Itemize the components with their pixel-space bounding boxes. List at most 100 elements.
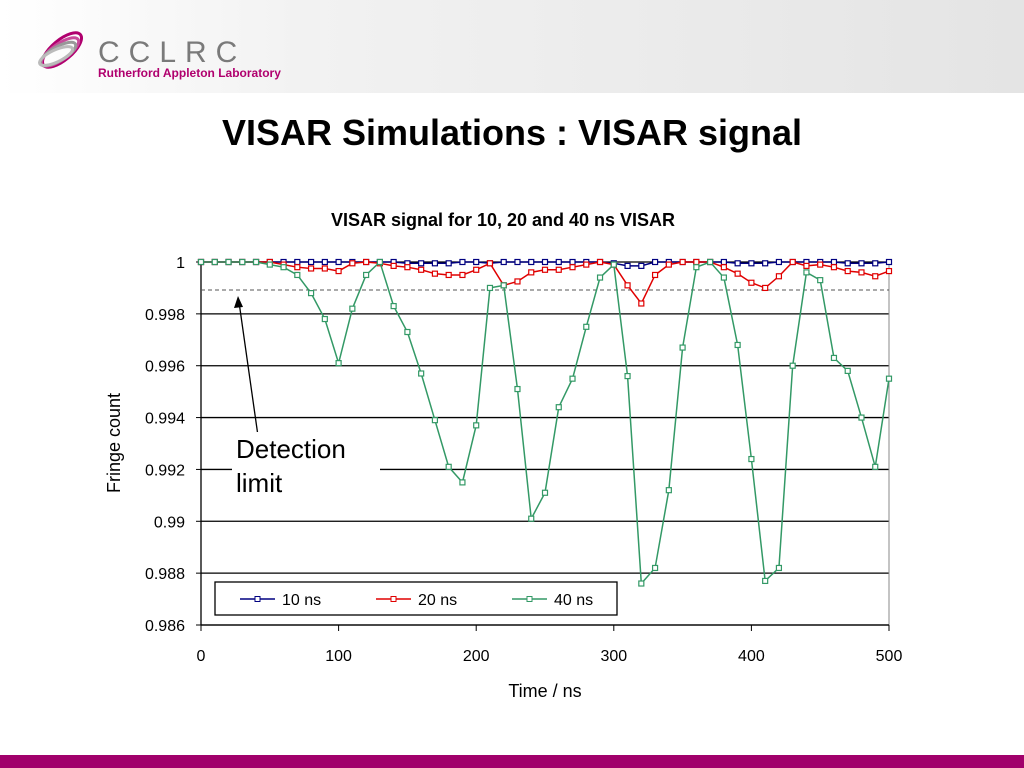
data-point	[748, 260, 755, 267]
data-point	[335, 267, 342, 275]
footer-bar	[0, 755, 1024, 768]
data-point	[349, 260, 356, 267]
data-point	[390, 262, 397, 269]
data-point	[858, 414, 865, 421]
data-point	[514, 258, 521, 266]
data-point	[335, 258, 342, 266]
data-point	[651, 271, 659, 279]
data-point	[583, 323, 590, 330]
chart-title: VISAR signal for 10, 20 and 40 ns VISAR	[331, 210, 675, 230]
data-point	[294, 264, 301, 271]
data-point	[707, 258, 714, 266]
data-point	[872, 260, 879, 267]
data-point	[514, 278, 521, 285]
y-axis-label: Fringe count	[104, 393, 124, 493]
x-tick-label: 500	[876, 648, 903, 665]
data-point	[734, 270, 741, 277]
data-point	[679, 344, 686, 351]
data-point	[693, 258, 700, 266]
annotation-arrowhead	[234, 296, 243, 309]
data-point	[335, 360, 342, 367]
data-point	[885, 375, 893, 382]
data-point	[610, 261, 617, 268]
data-point	[500, 282, 507, 289]
legend-label: 40 ns	[554, 592, 593, 609]
data-point	[762, 577, 769, 585]
annotation-arrow	[238, 301, 259, 437]
data-point	[789, 258, 796, 266]
data-point	[294, 271, 301, 279]
data-point	[404, 264, 411, 271]
data-point	[651, 258, 659, 266]
data-point	[651, 564, 659, 572]
data-point	[307, 290, 315, 297]
y-tick-label: 0.992	[145, 462, 185, 479]
data-point	[665, 487, 672, 494]
data-point	[445, 463, 452, 470]
data-point	[858, 269, 865, 276]
data-point	[596, 258, 604, 266]
data-point	[252, 258, 260, 266]
header: CCLRC Rutherford Appleton Laboratory	[0, 0, 1024, 93]
data-point	[844, 367, 851, 374]
data-point	[418, 266, 425, 273]
data-point	[775, 258, 783, 266]
y-tick-label: 0.998	[145, 307, 185, 324]
data-point	[555, 258, 562, 266]
data-point	[844, 260, 851, 267]
data-point	[624, 262, 631, 269]
data-point	[321, 265, 328, 272]
data-point	[541, 258, 549, 266]
data-point	[307, 258, 315, 266]
data-point	[693, 264, 700, 271]
x-tick-label: 0	[197, 648, 206, 665]
data-point	[775, 273, 783, 280]
data-point	[363, 258, 370, 266]
data-point	[528, 258, 535, 266]
legend-label: 20 ns	[418, 592, 457, 609]
data-point	[748, 279, 755, 286]
x-tick-label: 400	[738, 648, 765, 665]
data-point	[665, 261, 672, 268]
data-point	[239, 258, 246, 266]
data-point	[748, 455, 755, 463]
data-point	[541, 489, 549, 496]
data-point	[858, 260, 865, 267]
x-axis-label: Time / ns	[508, 681, 581, 701]
data-point	[720, 258, 727, 266]
organization: CCLRC	[98, 36, 247, 69]
data-point	[225, 258, 232, 266]
data-point	[679, 258, 686, 266]
data-point	[459, 258, 466, 266]
data-point	[473, 422, 480, 429]
data-point	[431, 417, 439, 424]
data-point	[569, 375, 576, 382]
data-point	[817, 277, 824, 284]
logo	[37, 31, 83, 69]
x-tick-label: 100	[325, 648, 352, 665]
legend-marker	[390, 596, 397, 602]
data-point	[266, 261, 273, 268]
data-point	[803, 262, 810, 269]
data-point	[638, 300, 645, 307]
data-point	[885, 267, 893, 275]
y-tick-label: 0.986	[145, 618, 185, 635]
data-point	[431, 260, 439, 267]
data-point	[418, 370, 425, 377]
data-point	[418, 260, 425, 267]
y-tick-label: 1	[176, 255, 185, 272]
annotation: Detection limit	[232, 432, 380, 500]
data-point	[541, 266, 549, 273]
data-point	[473, 266, 480, 273]
data-point	[500, 258, 507, 266]
data-point	[404, 328, 411, 336]
data-point	[830, 354, 838, 362]
data-point	[528, 269, 535, 276]
slide-title: VISAR Simulations : VISAR signal	[221, 112, 803, 153]
y-tick-label: 0.988	[145, 566, 185, 583]
data-point	[734, 260, 741, 267]
data-point	[349, 305, 356, 312]
data-point	[624, 282, 631, 289]
